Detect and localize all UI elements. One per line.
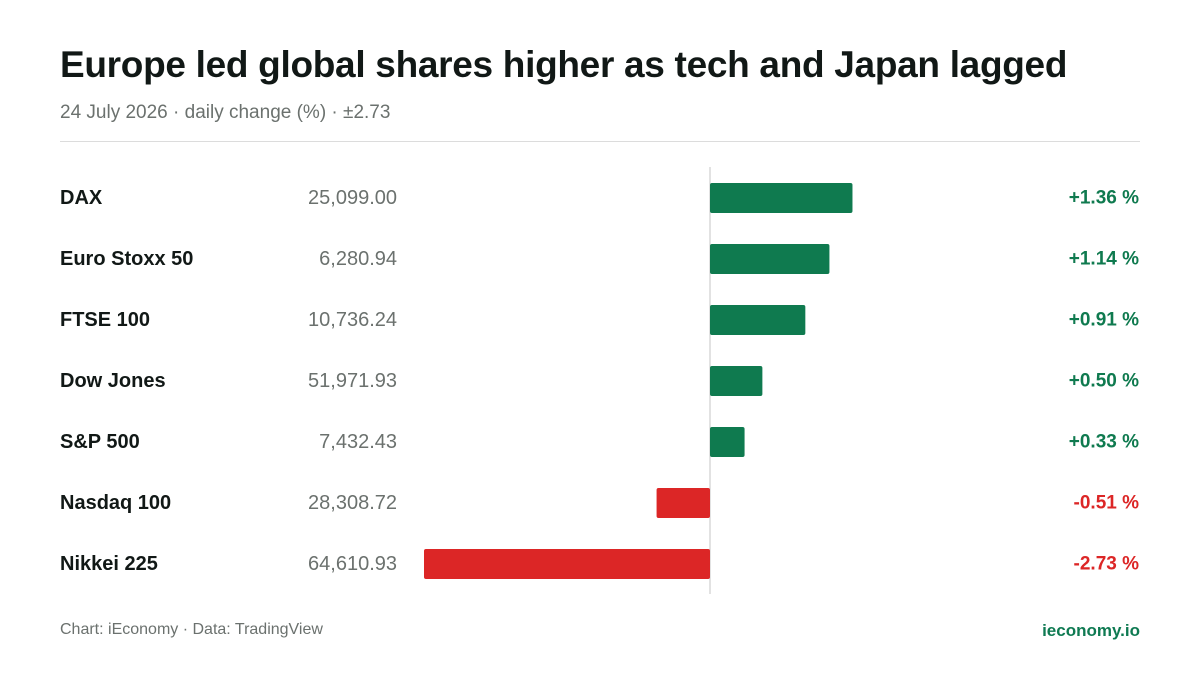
row-index-name: Euro Stoxx 50 bbox=[60, 248, 193, 270]
footer-brand-link[interactable]: ieconomy.io bbox=[1042, 621, 1140, 640]
bar-positive bbox=[710, 427, 745, 457]
row-index-name: Nasdaq 100 bbox=[60, 492, 171, 514]
row-index-name: Dow Jones bbox=[60, 370, 166, 392]
row-change-label: +1.36 % bbox=[1069, 188, 1139, 209]
chart-row: FTSE 100 10,736.24 +0.91 % bbox=[60, 305, 1139, 335]
chart-row: Euro Stoxx 50 6,280.94 +1.14 % bbox=[60, 244, 1139, 274]
row-change-label: -2.73 % bbox=[1074, 554, 1140, 575]
row-index-name: Nikkei 225 bbox=[60, 553, 158, 575]
row-change-label: -0.51 % bbox=[1074, 493, 1140, 514]
chart-title: Europe led global shares higher as tech … bbox=[60, 44, 1068, 85]
row-index-level: 10,736.24 bbox=[308, 309, 397, 331]
row-index-level: 7,432.43 bbox=[319, 431, 397, 453]
bar-negative bbox=[424, 549, 710, 579]
bar-negative bbox=[656, 488, 710, 518]
row-change-label: +0.33 % bbox=[1069, 432, 1139, 453]
bar-positive bbox=[710, 183, 853, 213]
row-index-level: 6,280.94 bbox=[319, 248, 397, 270]
row-index-name: S&P 500 bbox=[60, 431, 140, 453]
row-index-level: 25,099.00 bbox=[308, 187, 397, 209]
footer-source: Chart: iEconomy · Data: TradingView bbox=[60, 621, 323, 638]
row-index-name: DAX bbox=[60, 187, 103, 209]
row-change-label: +0.50 % bbox=[1069, 371, 1139, 392]
chart-row: DAX 25,099.00 +1.36 % bbox=[60, 183, 1139, 213]
bar-positive bbox=[710, 366, 763, 396]
bar-positive bbox=[710, 305, 806, 335]
header-divider bbox=[60, 141, 1140, 142]
bar-positive bbox=[710, 244, 830, 274]
row-index-level: 64,610.93 bbox=[308, 553, 397, 575]
chart-row: Nikkei 225 64,610.93 -2.73 % bbox=[60, 549, 1139, 579]
chart-row: Nasdaq 100 28,308.72 -0.51 % bbox=[60, 488, 1139, 518]
row-index-level: 51,971.93 bbox=[308, 370, 397, 392]
chart-row: Dow Jones 51,971.93 +0.50 % bbox=[60, 366, 1139, 396]
row-change-label: +1.14 % bbox=[1069, 249, 1139, 270]
row-index-name: FTSE 100 bbox=[60, 309, 150, 331]
chart-row: S&P 500 7,432.43 +0.33 % bbox=[60, 427, 1139, 457]
row-change-label: +0.91 % bbox=[1069, 310, 1139, 331]
row-index-level: 28,308.72 bbox=[308, 492, 397, 514]
chart-subtitle: 24 July 2026 · daily change (%) · ±2.73 bbox=[60, 102, 391, 123]
